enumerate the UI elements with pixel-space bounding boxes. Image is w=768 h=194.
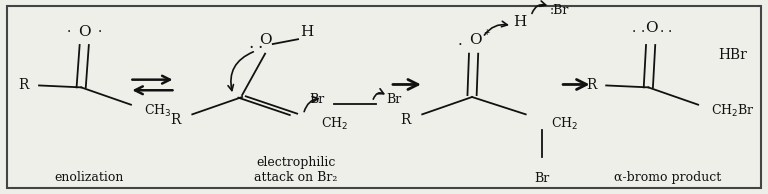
Text: ·: · (458, 38, 462, 52)
Text: ·: · (631, 24, 636, 39)
Text: R: R (400, 113, 411, 127)
Text: H: H (513, 15, 526, 29)
Text: $^+$: $^+$ (482, 29, 492, 38)
Text: ·: · (98, 24, 101, 39)
Text: Br: Br (386, 93, 402, 106)
Text: enolization: enolization (55, 171, 124, 184)
Text: CH$_2$: CH$_2$ (321, 116, 348, 132)
Text: ·: · (667, 24, 672, 39)
Text: R: R (170, 113, 180, 127)
Text: ·: · (641, 24, 645, 39)
Text: .: . (249, 35, 254, 52)
Text: :Br: :Br (550, 4, 570, 17)
Text: R: R (18, 78, 29, 93)
Text: O: O (645, 21, 657, 35)
Text: H: H (300, 24, 314, 39)
Text: α-bromo product: α-bromo product (614, 171, 721, 184)
Text: CH$_3$: CH$_3$ (144, 102, 171, 119)
Text: Br: Br (310, 93, 325, 106)
Text: .: . (257, 35, 263, 52)
Text: O: O (260, 33, 272, 47)
Text: O: O (78, 24, 91, 39)
Text: ·: · (67, 24, 71, 39)
Text: Br: Br (535, 172, 549, 185)
Text: HBr: HBr (718, 48, 747, 62)
Text: O: O (468, 33, 482, 47)
Text: ·: · (660, 24, 664, 39)
Text: electrophilic
attack on Br₂: electrophilic attack on Br₂ (254, 156, 337, 184)
Text: CH$_2$Br: CH$_2$Br (711, 102, 755, 119)
Text: R: R (586, 78, 596, 93)
Text: CH$_2$: CH$_2$ (551, 116, 578, 132)
